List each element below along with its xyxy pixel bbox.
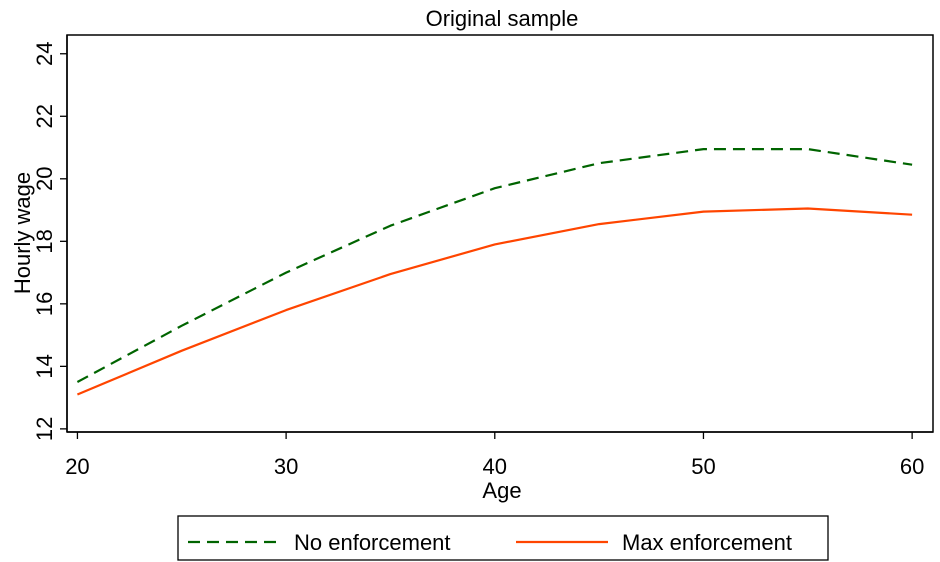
legend-box (177, 515, 829, 561)
series-layer (76, 148, 913, 396)
y-tick-label: 22 (32, 104, 57, 128)
legend-label-max-enforcement: Max enforcement (622, 530, 792, 555)
series-line-no-enforcement (76, 148, 913, 383)
y-tick-label: 16 (32, 292, 57, 316)
y-tick-label: 14 (32, 354, 57, 378)
x-tick-label: 30 (274, 454, 298, 479)
x-tick-label: 60 (900, 454, 924, 479)
series-line-max-enforcement (76, 207, 913, 396)
y-tick-label: 24 (32, 42, 57, 66)
y-tick-label: 12 (32, 417, 57, 441)
plot-area-frame (66, 34, 934, 433)
x-axis-label: Age (482, 478, 521, 503)
x-tick-label: 40 (483, 454, 507, 479)
x-tick-label: 20 (65, 454, 89, 479)
y-tick-label: 20 (32, 167, 57, 191)
chart-title: Original sample (426, 6, 579, 31)
legend-label-no-enforcement: No enforcement (294, 530, 451, 555)
x-axis-ticks: 20 30 40 50 60 (65, 432, 924, 479)
y-axis-label: Hourly wage (10, 172, 35, 294)
y-tick-label: 18 (32, 229, 57, 253)
legend: No enforcement Max enforcement (177, 515, 829, 561)
y-axis-ticks: 12 14 16 18 20 22 24 (32, 42, 67, 441)
x-tick-label: 50 (691, 454, 715, 479)
